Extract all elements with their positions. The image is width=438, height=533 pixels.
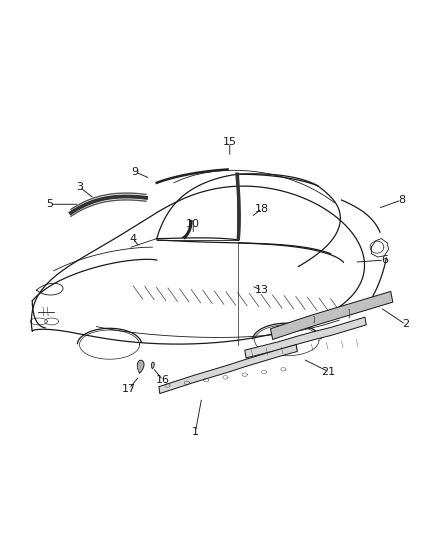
Text: 6: 6 <box>381 255 388 265</box>
Text: 17: 17 <box>122 384 136 394</box>
Polygon shape <box>271 292 393 340</box>
Text: 5: 5 <box>46 199 53 209</box>
Polygon shape <box>152 362 154 369</box>
Text: 1: 1 <box>192 427 199 437</box>
Text: 21: 21 <box>321 367 336 377</box>
Polygon shape <box>138 360 144 373</box>
Text: 13: 13 <box>255 285 269 295</box>
Text: 10: 10 <box>186 219 200 229</box>
Text: 18: 18 <box>255 204 269 214</box>
Text: 8: 8 <box>398 195 405 205</box>
Text: 16: 16 <box>156 375 170 385</box>
Text: 15: 15 <box>223 137 237 147</box>
Text: 3: 3 <box>76 182 83 192</box>
Text: 4: 4 <box>130 233 137 244</box>
Polygon shape <box>245 317 366 358</box>
Text: 9: 9 <box>132 167 139 177</box>
Text: 2: 2 <box>402 319 409 329</box>
Polygon shape <box>159 345 297 393</box>
